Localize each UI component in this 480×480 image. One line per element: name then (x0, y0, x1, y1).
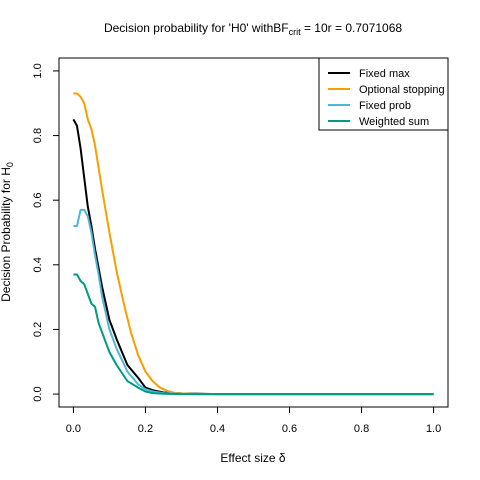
chart-title: Decision probability for 'H0' withBFcrit… (104, 21, 402, 37)
legend-label-optional-stopping: Optional stopping (359, 84, 445, 96)
y-tick-label: 1.0 (32, 63, 44, 78)
y-axis-label-main: Decision Probability for H (0, 167, 13, 302)
chart-title-prefix: Decision probability for 'H0' with (104, 21, 273, 35)
series-line-fixed-max (72, 118, 434, 396)
legend-label-fixed-max: Fixed max (359, 68, 410, 80)
chart-title-bf: BF (273, 21, 288, 35)
chart-title-crit: crit (289, 27, 301, 37)
series-line-weighted-sum (73, 273, 434, 396)
y-tick-label: 0.8 (32, 128, 44, 143)
x-axis-label: Effect size δ (220, 451, 285, 465)
y-tick-label: 0.2 (32, 322, 44, 337)
legend-label-fixed-prob: Fixed prob (359, 100, 411, 112)
chart-title-suffix: = 10r = 0.7071068 (301, 21, 403, 35)
legend-box (318, 57, 449, 131)
x-tick-label: 0.6 (282, 423, 297, 435)
x-tick-label: 0.4 (210, 423, 225, 435)
series-lines (72, 92, 434, 396)
x-tick-label: 0.0 (66, 423, 81, 435)
y-tick-label: 0.6 (32, 193, 44, 208)
series-line-optional-stopping (73, 92, 434, 396)
legend: Fixed max Optional stopping Fixed prob Weig… (318, 57, 449, 131)
x-tick-label: 0.8 (354, 423, 369, 435)
x-tick-label: 0.2 (138, 423, 153, 435)
y-tick-label: 0.0 (32, 386, 44, 401)
axes: 0.0 0.2 0.4 0.6 0.8 1.0 0.0 0.2 0.4 0.6 0.8 1.0 (32, 63, 441, 435)
y-axis: 0.0 0.2 0.4 0.6 0.8 1.0 (32, 63, 60, 402)
legend-label-weighted-sum: Weighted sum (359, 116, 429, 128)
y-axis-label: Decision Probability for H0 (0, 162, 15, 302)
y-axis-label-sub: 0 (5, 162, 15, 167)
x-tick-label: 1.0 (426, 423, 441, 435)
y-tick-label: 0.4 (32, 257, 44, 272)
x-axis: 0.0 0.2 0.4 0.6 0.8 1.0 (66, 406, 441, 435)
